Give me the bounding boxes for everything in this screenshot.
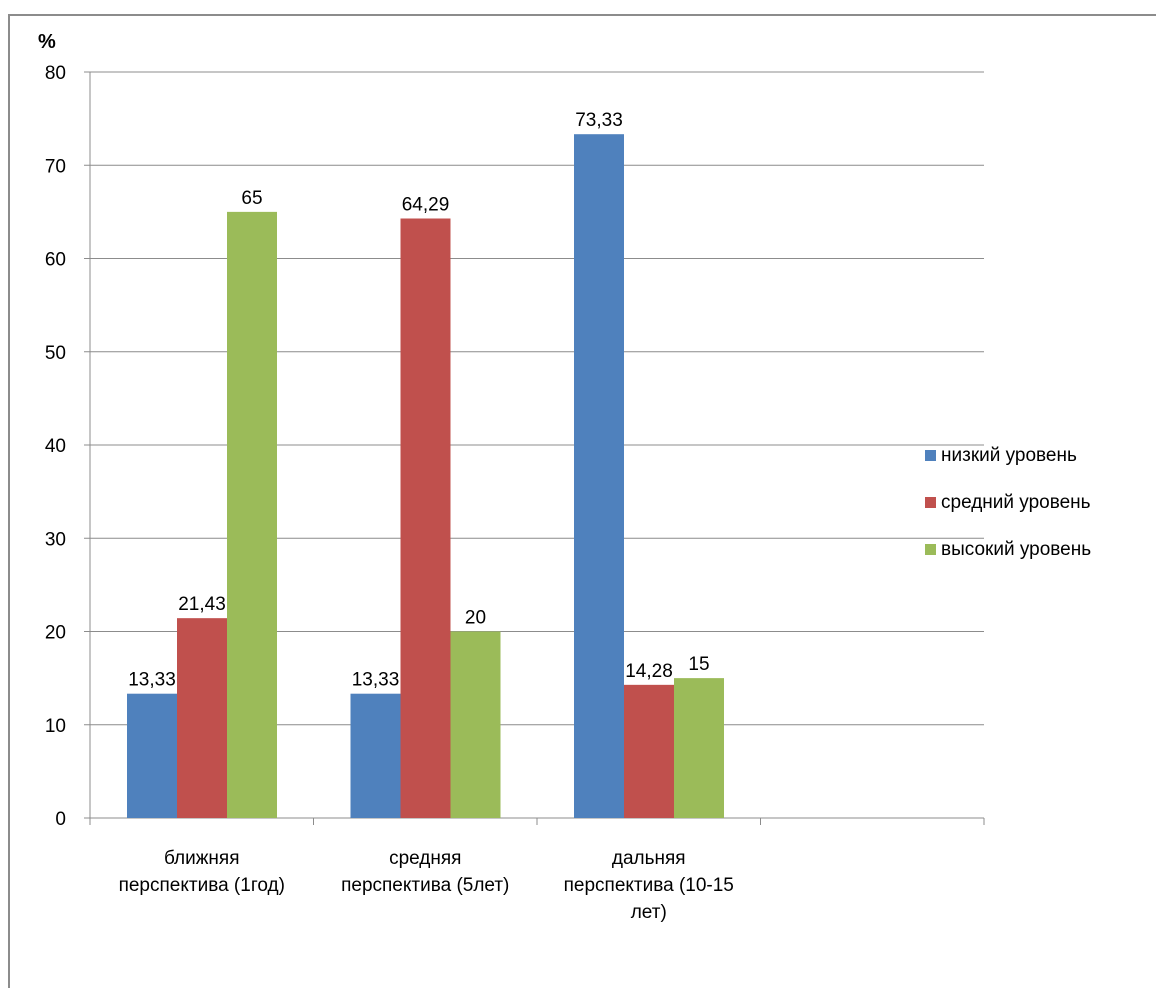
y-tick-label: 70 (45, 156, 66, 177)
bar (450, 631, 501, 818)
data-label: 14,28 (625, 661, 673, 682)
y-tick-label: 60 (45, 250, 66, 271)
y-tick-label: 0 (55, 809, 66, 830)
bar (574, 134, 624, 818)
x-category-label: дальняя перспектива (10-15 лет) (564, 848, 734, 923)
bar (674, 678, 724, 818)
y-tick-label: 20 (45, 623, 66, 644)
data-label: 20 (465, 608, 486, 629)
y-tick-label: 40 (45, 436, 66, 457)
legend: низкий уровень средний уровень высокий уро… (925, 445, 1091, 560)
legend-label: низкий уровень (941, 445, 1077, 466)
data-label: 13,33 (128, 670, 176, 691)
legend-swatch (925, 497, 936, 508)
bar (350, 693, 401, 818)
data-label: 64,29 (402, 194, 450, 215)
y-tick-label: 30 (45, 529, 66, 550)
y-tick-label: 10 (45, 716, 66, 737)
x-category-label: средняя перспектива (5лет) (341, 848, 509, 896)
bar (127, 693, 177, 818)
bars (127, 134, 724, 819)
legend-label: средний уровень (941, 492, 1091, 513)
data-label: 65 (241, 188, 262, 209)
legend-label: высокий уровень (941, 539, 1091, 560)
y-tick-label: 80 (45, 63, 66, 84)
bar (400, 218, 451, 819)
bar (227, 211, 277, 818)
data-label: 21,43 (178, 594, 226, 615)
y-axis-unit-label: % (38, 31, 56, 53)
data-label: 15 (688, 654, 709, 675)
axes: 0 10 20 30 40 50 60 70 80 ближняя перспектива (1го… (45, 63, 985, 923)
y-tick-label: 50 (45, 343, 66, 364)
data-label: 73,33 (575, 110, 623, 131)
bar (624, 684, 674, 818)
gridlines (90, 71, 984, 726)
data-labels: 13,33 13,33 73,33 21,43 64,29 14,28 65 20 15 (128, 110, 709, 691)
data-label: 13,33 (352, 670, 400, 691)
legend-swatch (925, 544, 936, 555)
x-category-label: ближняя перспектива (1год) (119, 848, 285, 896)
bar (177, 618, 227, 818)
chart-frame (8, 14, 1156, 988)
legend-swatch (925, 450, 936, 461)
